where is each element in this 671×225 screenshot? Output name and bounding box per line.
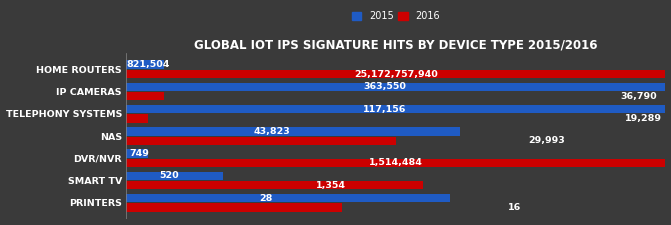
- Bar: [126, 137, 396, 145]
- Legend: 2015, 2016: 2015, 2016: [348, 7, 444, 25]
- Bar: [126, 83, 666, 91]
- Bar: [126, 203, 342, 212]
- Bar: [126, 181, 423, 189]
- Bar: [126, 127, 460, 136]
- Text: 29,993: 29,993: [529, 136, 565, 145]
- Bar: [126, 70, 666, 78]
- Bar: [126, 105, 666, 113]
- Bar: [126, 114, 148, 123]
- Bar: [126, 61, 164, 69]
- Text: 43,823: 43,823: [254, 127, 290, 136]
- Text: 520: 520: [160, 171, 179, 180]
- Text: 25,172,757,940: 25,172,757,940: [354, 70, 437, 79]
- Bar: [126, 149, 148, 158]
- Bar: [126, 92, 164, 101]
- Text: 16: 16: [508, 203, 521, 212]
- Text: 1,354: 1,354: [316, 181, 346, 190]
- Bar: [126, 194, 450, 202]
- Text: 36,790: 36,790: [620, 92, 657, 101]
- Text: 749: 749: [130, 149, 150, 158]
- Text: 117,156: 117,156: [363, 105, 407, 114]
- Bar: [126, 159, 666, 167]
- Text: 28: 28: [260, 194, 273, 202]
- Text: 821,504: 821,504: [126, 60, 169, 69]
- Text: 363,550: 363,550: [364, 82, 407, 91]
- Title: GLOBAL IOT IPS SIGNATURE HITS BY DEVICE TYPE 2015/2016: GLOBAL IOT IPS SIGNATURE HITS BY DEVICE …: [194, 38, 597, 52]
- Bar: [126, 172, 223, 180]
- Text: 19,289: 19,289: [625, 114, 662, 123]
- Text: 1,514,484: 1,514,484: [369, 158, 423, 167]
